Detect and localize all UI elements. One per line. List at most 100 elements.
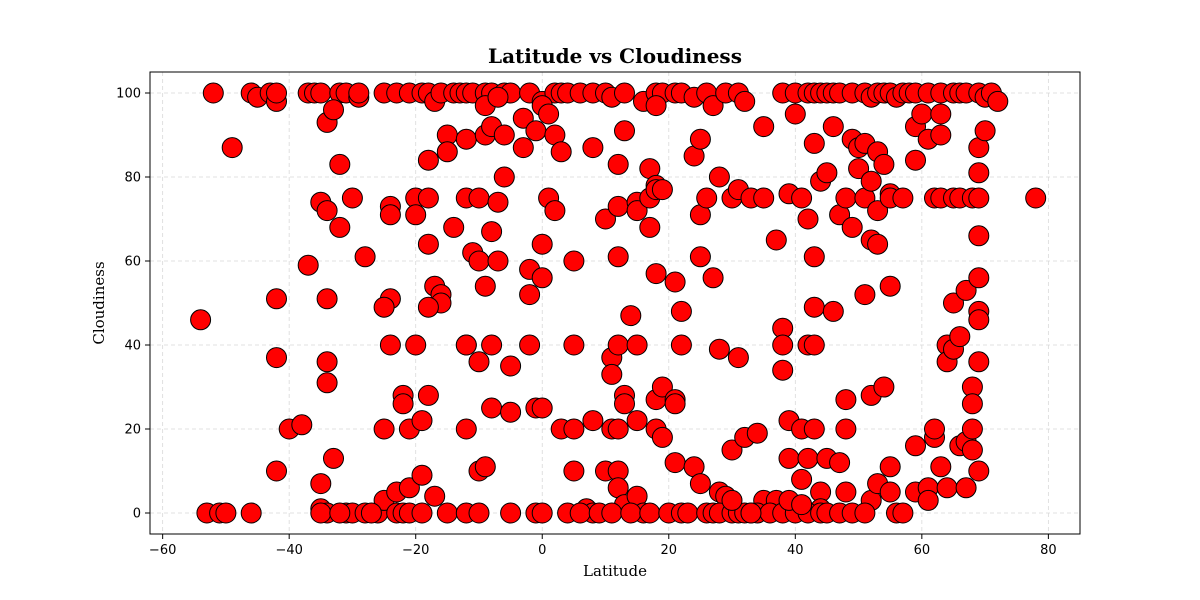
y-tick-label: 100: [116, 87, 141, 102]
data-point: [266, 347, 287, 369]
data-point: [531, 267, 553, 289]
data-point: [651, 179, 673, 201]
data-point: [867, 200, 889, 222]
data-point: [291, 414, 313, 436]
data-point: [323, 99, 344, 121]
data-point: [803, 246, 825, 268]
data-point: [417, 233, 439, 255]
x-tick-label: 0: [538, 543, 546, 558]
data-point: [323, 447, 344, 469]
data-point: [803, 296, 825, 318]
data-point: [373, 418, 395, 440]
data-point: [417, 296, 439, 318]
data-point: [873, 376, 895, 398]
data-point: [487, 191, 509, 213]
data-point: [607, 195, 629, 217]
data-point: [531, 397, 553, 419]
data-point: [531, 502, 553, 524]
data-point: [772, 334, 794, 356]
data-point: [924, 418, 945, 440]
data-point: [474, 456, 496, 478]
data-point: [190, 309, 212, 331]
data-point: [582, 137, 604, 159]
data-point: [512, 107, 534, 129]
data-point: [961, 418, 983, 440]
data-point: [468, 502, 490, 524]
data-point: [266, 460, 287, 482]
data-point: [949, 326, 971, 348]
data-point: [708, 166, 730, 188]
data-point: [310, 473, 332, 495]
data-point: [867, 233, 889, 255]
data-point: [961, 439, 983, 461]
data-point: [221, 137, 243, 159]
data-point: [481, 397, 503, 419]
data-point: [329, 502, 351, 524]
data-point: [563, 460, 585, 482]
data-point: [614, 82, 635, 104]
data-point: [639, 216, 661, 238]
data-point: [664, 452, 686, 474]
data-point: [582, 410, 604, 432]
x-axis-ticks: −60 −40 −20 0 20 40 60 80: [149, 534, 1057, 558]
chart-title: Latitude vs Cloudiness: [488, 44, 742, 68]
data-point: [310, 82, 332, 104]
data-point: [405, 204, 427, 226]
data-point: [639, 502, 661, 524]
data-point: [784, 103, 806, 125]
data-point: [873, 153, 895, 175]
data-point: [626, 200, 648, 222]
data-point: [411, 464, 433, 486]
data-point: [341, 187, 363, 209]
data-point: [936, 477, 958, 499]
data-point: [487, 86, 509, 108]
data-point: [411, 502, 433, 524]
data-point: [519, 334, 541, 356]
data-point: [955, 279, 977, 301]
data-point: [645, 95, 667, 117]
data-point: [955, 477, 977, 499]
data-point: [968, 187, 990, 209]
data-point: [753, 187, 775, 209]
data-point: [854, 502, 876, 524]
data-point: [689, 473, 711, 495]
y-axis-ticks: 0 20 40 60 80 100: [116, 87, 150, 522]
data-point: [702, 267, 724, 289]
data-point: [803, 132, 825, 154]
data-point: [563, 250, 585, 272]
data-point: [329, 216, 351, 238]
data-point: [727, 347, 749, 369]
data-point: [481, 334, 503, 356]
data-point: [677, 502, 699, 524]
data-point: [696, 187, 718, 209]
data-point: [905, 435, 926, 457]
data-point: [512, 137, 534, 159]
data-point: [791, 494, 813, 516]
data-point: [620, 305, 642, 327]
data-point: [500, 355, 522, 377]
x-tick-label: 60: [914, 543, 931, 558]
data-point: [607, 246, 629, 268]
x-axis-label: Latitude: [583, 562, 647, 580]
data-point: [348, 82, 370, 104]
y-tick-label: 60: [124, 255, 141, 270]
data-point: [968, 460, 990, 482]
data-point: [670, 334, 692, 356]
y-tick-label: 40: [124, 339, 141, 354]
data-point: [544, 200, 566, 222]
data-point: [316, 200, 338, 222]
data-point: [879, 275, 901, 297]
data-point: [202, 82, 224, 104]
data-point: [424, 485, 446, 507]
data-point: [968, 225, 990, 247]
data-point: [968, 267, 990, 289]
y-axis-label: Cloudiness: [90, 261, 108, 344]
data-point: [689, 246, 711, 268]
data-point: [487, 250, 509, 272]
data-point: [538, 103, 560, 125]
y-tick-label: 20: [124, 423, 141, 438]
data-point: [968, 162, 990, 184]
data-point: [360, 502, 382, 524]
data-point: [468, 351, 490, 373]
data-point: [879, 481, 901, 503]
